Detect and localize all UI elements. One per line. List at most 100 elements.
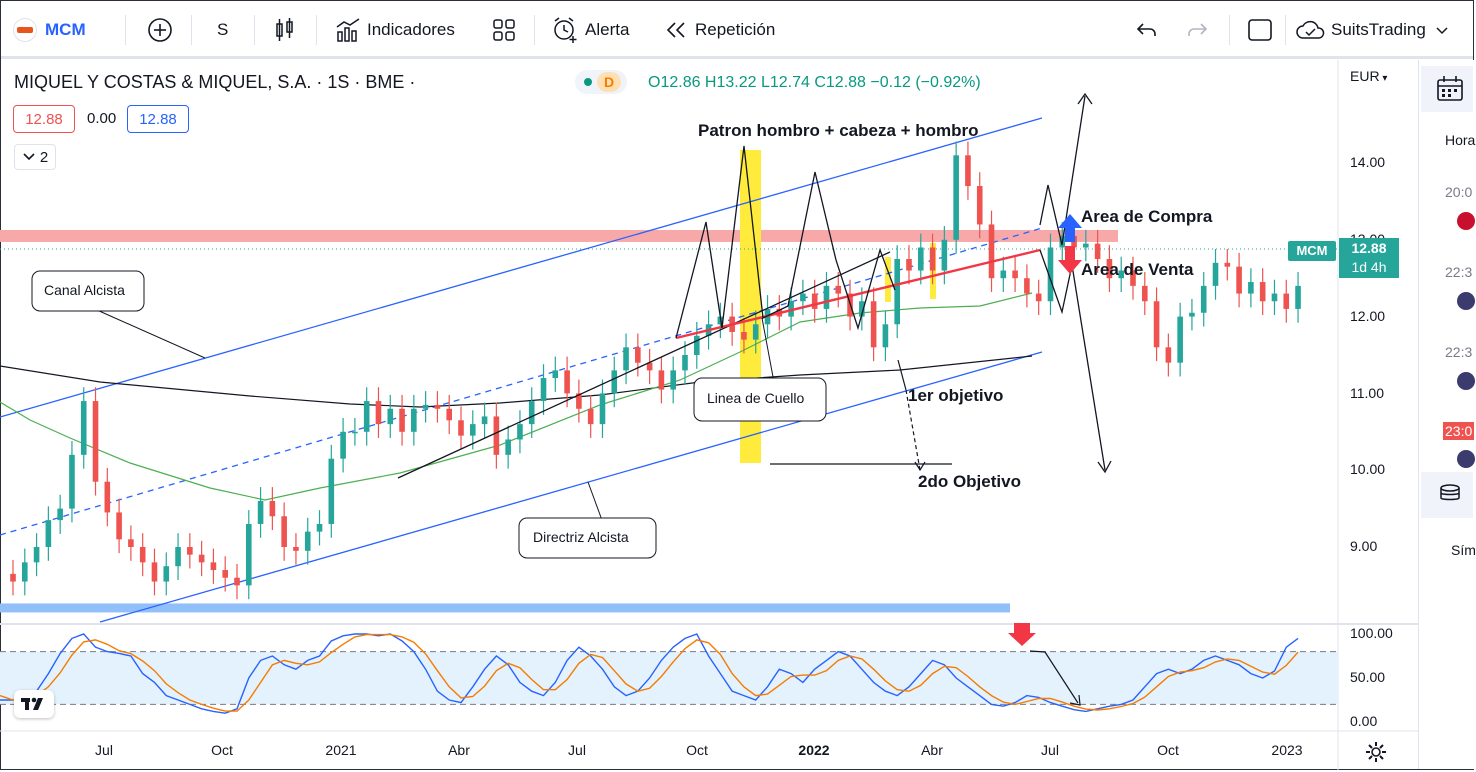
pattern-label[interactable]: Patron hombro + cabeza + hombro — [698, 121, 979, 140]
candle-body[interactable] — [941, 239, 948, 271]
support-trendline[interactable] — [397, 251, 891, 479]
candle-body[interactable] — [45, 520, 52, 547]
candle-body[interactable] — [988, 224, 995, 279]
candle-body[interactable] — [21, 562, 28, 582]
candle-body[interactable] — [1177, 316, 1183, 363]
bear-scenario-line[interactable] — [1039, 249, 1106, 471]
candle-body[interactable] — [800, 293, 806, 302]
candle-body[interactable] — [222, 570, 229, 578]
candle-body[interactable] — [835, 285, 842, 294]
candle-body[interactable] — [965, 155, 971, 187]
candle-body[interactable] — [10, 573, 16, 582]
chart-settings-button[interactable] — [1364, 740, 1388, 769]
candle-body[interactable] — [752, 324, 759, 340]
resistance-band[interactable] — [0, 229, 1118, 242]
currency-selector[interactable]: EUR ▾ — [1350, 68, 1387, 84]
candle-body[interactable] — [906, 259, 912, 271]
candle-body[interactable] — [1106, 259, 1113, 279]
indicators-collapse-button[interactable]: 2 — [14, 144, 56, 170]
candle-body[interactable] — [316, 523, 323, 532]
candle-body[interactable] — [163, 566, 170, 582]
candle-body[interactable] — [57, 508, 63, 521]
candle-body[interactable] — [517, 424, 523, 440]
candle-body[interactable] — [151, 562, 158, 582]
candle-body[interactable] — [646, 362, 653, 371]
candle-body[interactable] — [422, 404, 429, 409]
tradingview-logo[interactable] — [14, 690, 54, 718]
market-status[interactable]: D — [575, 70, 627, 94]
candle-body[interactable] — [234, 577, 240, 586]
candle-body[interactable] — [870, 301, 877, 348]
candle-body[interactable] — [363, 401, 370, 432]
candle-body[interactable] — [894, 259, 901, 325]
candle-body[interactable] — [269, 500, 276, 517]
indicators-button[interactable]: Indicadores — [335, 15, 455, 45]
candle-body[interactable] — [92, 401, 99, 482]
candle-body[interactable] — [1083, 243, 1089, 248]
candle-body[interactable] — [375, 401, 382, 425]
support-band[interactable] — [0, 603, 1010, 613]
candle-body[interactable] — [1035, 293, 1042, 302]
candle-body[interactable] — [587, 408, 594, 425]
candle-body[interactable] — [611, 370, 618, 394]
candle-body[interactable] — [658, 370, 665, 390]
candle-body[interactable] — [116, 512, 122, 540]
channel-lower-line[interactable] — [99, 351, 1043, 623]
candle-body[interactable] — [1165, 347, 1172, 363]
candle-body[interactable] — [1047, 247, 1054, 302]
account-menu[interactable]: SuitsTrading — [1295, 15, 1452, 45]
calendar-tab[interactable] — [1421, 66, 1473, 112]
candle-body[interactable] — [128, 539, 134, 547]
candle-body[interactable] — [1271, 293, 1278, 302]
buy-price[interactable]: 12.88 — [127, 105, 189, 133]
candle-body[interactable] — [635, 347, 641, 363]
candle-body[interactable] — [446, 408, 453, 421]
buy-area-label[interactable]: Area de Compra — [1081, 207, 1213, 226]
candle-body[interactable] — [1200, 285, 1207, 313]
layouts-button[interactable] — [491, 15, 517, 45]
candle-body[interactable] — [328, 458, 335, 524]
hs-pattern-line[interactable] — [675, 145, 896, 339]
candle-body[interactable] — [33, 547, 40, 563]
osc-projection-arrow[interactable] — [1029, 650, 1079, 704]
chart-canvas[interactable] — [0, 60, 1418, 770]
candle-body[interactable] — [469, 424, 476, 436]
candle-body[interactable] — [917, 247, 924, 271]
bull-scenario-line[interactable] — [1039, 95, 1086, 246]
candle-body[interactable] — [953, 155, 959, 240]
candle-body[interactable] — [811, 293, 818, 309]
alert-button[interactable]: Alerta — [551, 15, 629, 45]
candle-body[interactable] — [505, 439, 511, 455]
candle-body[interactable] — [481, 416, 488, 425]
candle-body[interactable] — [493, 416, 500, 455]
directriz-callout[interactable] — [518, 517, 657, 559]
shoulder-highlight[interactable] — [885, 257, 891, 302]
candle-body[interactable] — [882, 324, 889, 348]
candle-body[interactable] — [1024, 278, 1030, 294]
compare-button[interactable] — [147, 15, 173, 45]
candle-body[interactable] — [80, 401, 87, 455]
candle-body[interactable] — [198, 554, 205, 563]
candle-body[interactable] — [741, 331, 747, 340]
candle-body[interactable] — [175, 547, 181, 567]
channel-mid-line[interactable] — [0, 227, 1043, 536]
redo-button[interactable] — [1185, 15, 1209, 45]
neckline[interactable] — [675, 248, 1041, 340]
candle-body[interactable] — [340, 431, 346, 459]
chart-type-button[interactable] — [273, 15, 297, 45]
interval-button[interactable]: S — [217, 20, 229, 39]
candle-body[interactable] — [387, 408, 394, 425]
candle-body[interactable] — [929, 247, 936, 271]
fullscreen-button[interactable] — [1247, 15, 1273, 45]
candle-body[interactable] — [187, 547, 193, 555]
candle-body[interactable] — [399, 408, 405, 432]
candle-body[interactable] — [1248, 282, 1254, 294]
candle-body[interactable] — [1224, 262, 1231, 267]
candle-body[interactable] — [1130, 270, 1136, 286]
candle-body[interactable] — [576, 393, 582, 409]
replay-button[interactable]: Repetición — [665, 15, 775, 45]
symbol-search-button[interactable]: MCM — [13, 15, 86, 45]
candle-body[interactable] — [257, 500, 264, 524]
candle-body[interactable] — [1259, 282, 1266, 302]
candle-body[interactable] — [670, 370, 677, 390]
